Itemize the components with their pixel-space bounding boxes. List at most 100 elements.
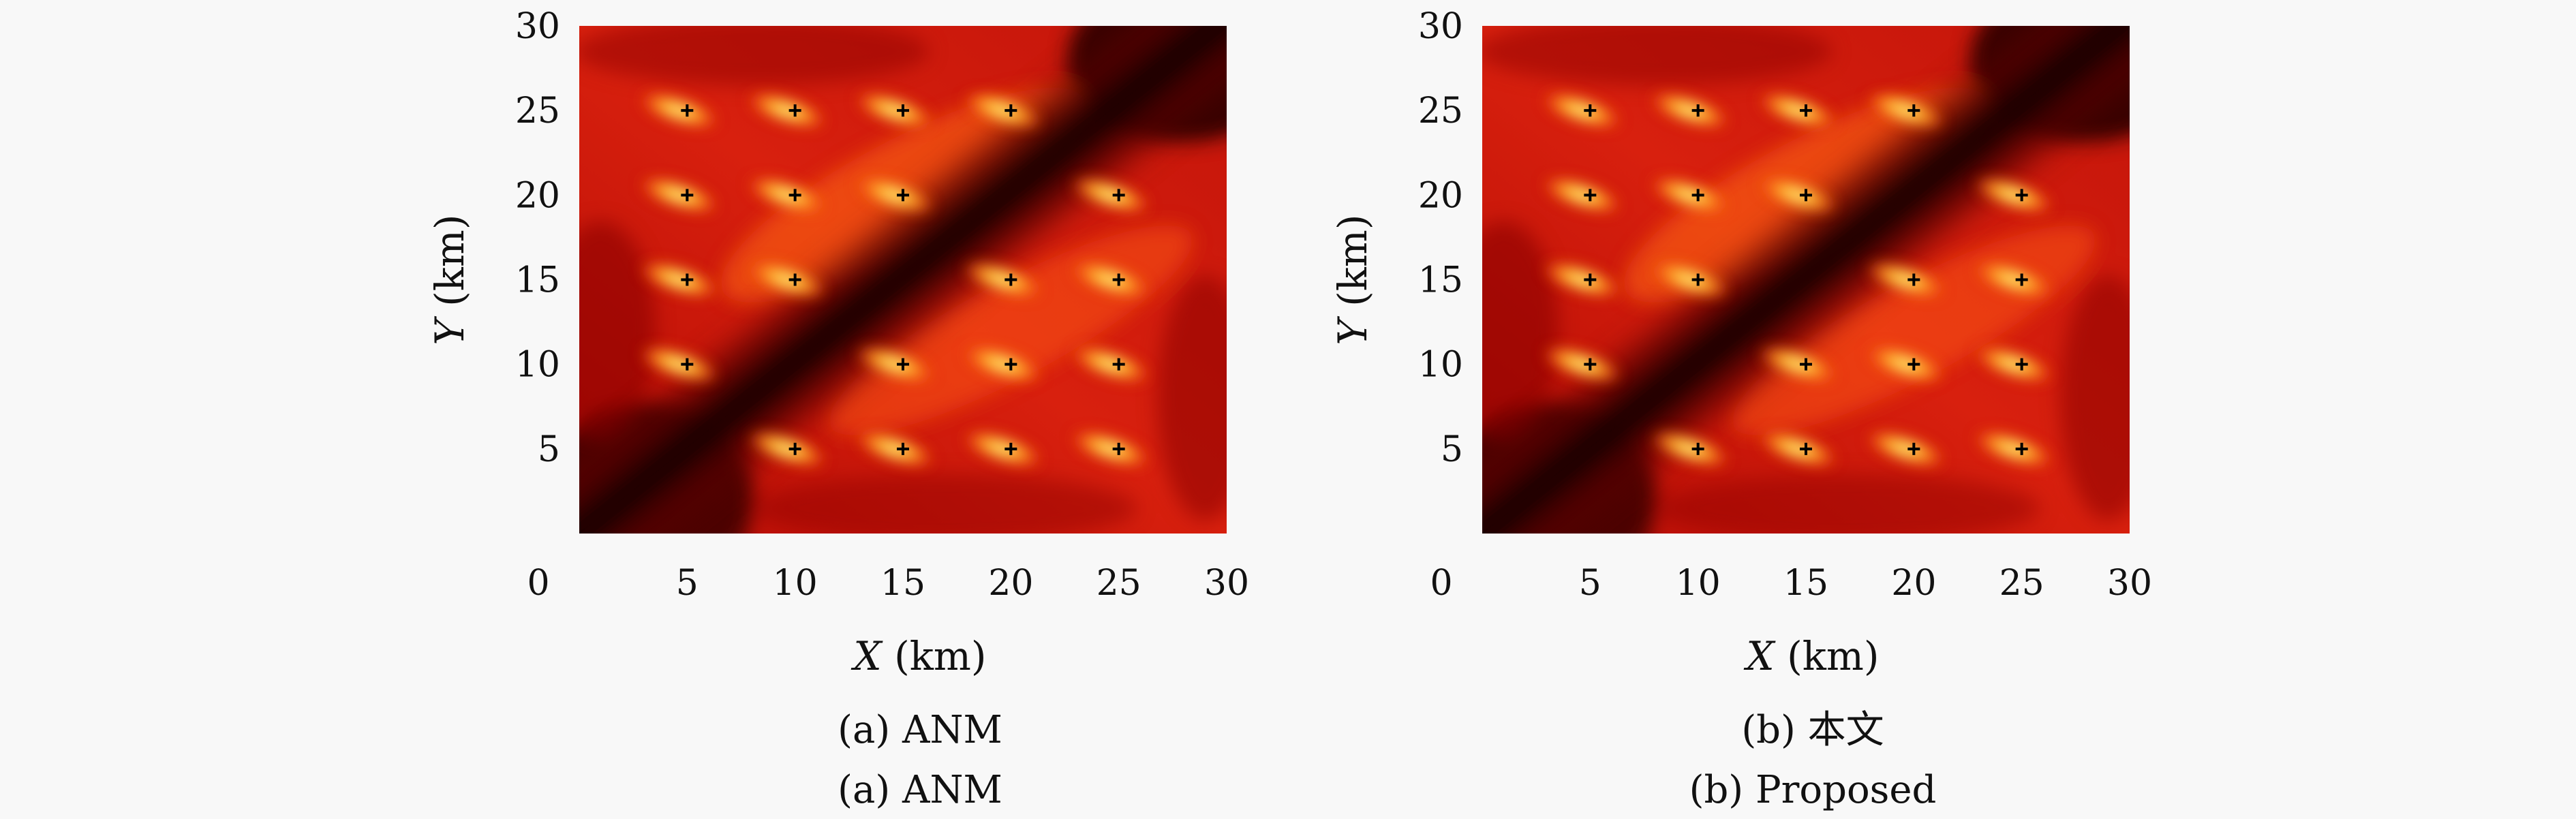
hot-spot	[962, 92, 1043, 129]
y-tick-label: 5	[1441, 429, 1463, 470]
target-marker	[1005, 273, 1017, 286]
x-tick-label: 25	[1999, 563, 2044, 604]
hot-spot	[746, 176, 827, 214]
x-axis-label: X (km)	[850, 633, 986, 679]
target-marker	[1005, 104, 1017, 117]
hot-spot	[1542, 176, 1623, 214]
y-axis-label: Y (km)	[1330, 214, 1376, 345]
target-marker	[681, 189, 694, 202]
caption-zh: (a) ANM	[838, 708, 1002, 752]
x-tick-label: 20	[1891, 563, 1936, 604]
target-marker	[1691, 273, 1704, 286]
y-tick-label: 20	[515, 175, 560, 216]
y-tick-label: 25	[1418, 91, 1463, 132]
target-marker	[1800, 104, 1812, 117]
y-tick-label: 5	[538, 429, 560, 470]
y-axis-label: Y (km)	[427, 214, 473, 345]
caption-zh: (b) 本文	[1741, 708, 1884, 752]
x-tick-label: 30	[2107, 563, 2152, 604]
target-marker	[1907, 442, 1920, 455]
panel-b: 0 5 10 15 20 25 30 5 10 15 20 25 30 X (km) Y (km) (b) 本…	[1330, 6, 2152, 812]
hot-spot	[1542, 345, 1623, 383]
hot-spot	[639, 345, 720, 383]
target-marker	[1800, 358, 1812, 371]
target-marker	[1584, 189, 1597, 202]
x-tick-label: 20	[988, 563, 1033, 604]
hot-spot	[1865, 430, 1946, 467]
target-marker	[897, 104, 909, 117]
x-tick-label: 30	[1204, 563, 1249, 604]
y-tick-label: 15	[515, 260, 560, 301]
hot-spot	[854, 430, 936, 467]
target-marker	[1907, 104, 1920, 117]
hot-spot	[1542, 261, 1623, 298]
target-marker	[2015, 358, 2028, 371]
hot-spot	[1865, 261, 1946, 298]
hot-spot	[854, 345, 936, 383]
hot-spot	[962, 261, 1043, 298]
target-marker	[1907, 358, 1920, 371]
x-axis-label: X (km)	[1743, 633, 1879, 679]
hot-spot	[1973, 261, 2054, 298]
target-marker	[2015, 189, 2028, 202]
target-marker	[788, 189, 801, 202]
hot-spot	[1757, 345, 1839, 383]
target-marker	[1800, 442, 1812, 455]
x-tick-label: 25	[1097, 563, 1141, 604]
hot-spot	[1865, 92, 1946, 129]
hot-spot	[1070, 261, 1151, 298]
target-marker	[897, 442, 909, 455]
x-tick-label: 5	[676, 563, 699, 604]
hot-spot	[1973, 176, 2054, 214]
target-marker	[788, 442, 801, 455]
hot-spot	[1070, 176, 1151, 214]
hot-spot	[746, 92, 827, 129]
y-tick-label: 25	[515, 91, 560, 132]
target-marker	[1112, 442, 1125, 455]
x-tick-label: 10	[1676, 563, 1721, 604]
hot-spot	[746, 430, 827, 467]
target-marker	[1691, 189, 1704, 202]
hot-spots	[639, 92, 1151, 467]
x-tick-label: 0	[527, 563, 549, 604]
hot-spots	[1542, 92, 2054, 467]
hot-spot	[1757, 92, 1839, 129]
hot-spot	[639, 176, 720, 214]
x-tick-label: 10	[773, 563, 818, 604]
target-marker	[1112, 189, 1125, 202]
target-marker	[788, 273, 801, 286]
target-marker	[2015, 442, 2028, 455]
target-marker	[1112, 358, 1125, 371]
target-marker	[1005, 442, 1017, 455]
hot-spot	[1757, 430, 1839, 467]
target-marker	[681, 273, 694, 286]
hot-spot	[1757, 176, 1839, 214]
y-tick-label: 20	[1418, 175, 1463, 216]
dark-band	[579, 26, 1227, 534]
x-tick-label: 15	[1783, 563, 1828, 604]
hot-spot	[1649, 176, 1730, 214]
caption-en: (b) Proposed	[1689, 768, 1937, 812]
y-tick-label: 30	[515, 6, 560, 47]
x-tick-label: 15	[880, 563, 925, 604]
target-marker	[1691, 104, 1704, 117]
dark-band	[1482, 26, 2130, 534]
target-marker	[1584, 358, 1597, 371]
hot-spot	[1973, 345, 2054, 383]
hot-spot	[1649, 92, 1730, 129]
hot-spot	[1649, 430, 1730, 467]
hot-spot	[962, 345, 1043, 383]
x-tick-label: 5	[1579, 563, 1601, 604]
hot-spot	[746, 261, 827, 298]
hot-spot	[854, 176, 936, 214]
panel-a: 0 5 10 15 20 25 30 5 10 15 20 25 30 X (km) Y (km) (a) A…	[427, 6, 1249, 812]
hot-spot	[1973, 430, 2054, 467]
hot-spot	[1865, 345, 1946, 383]
hot-spot	[639, 92, 720, 129]
target-marker	[1584, 273, 1597, 286]
target-marker	[1691, 442, 1704, 455]
hot-spot	[1070, 430, 1151, 467]
hot-spot	[854, 92, 936, 129]
heatmap-area	[1482, 26, 2130, 534]
